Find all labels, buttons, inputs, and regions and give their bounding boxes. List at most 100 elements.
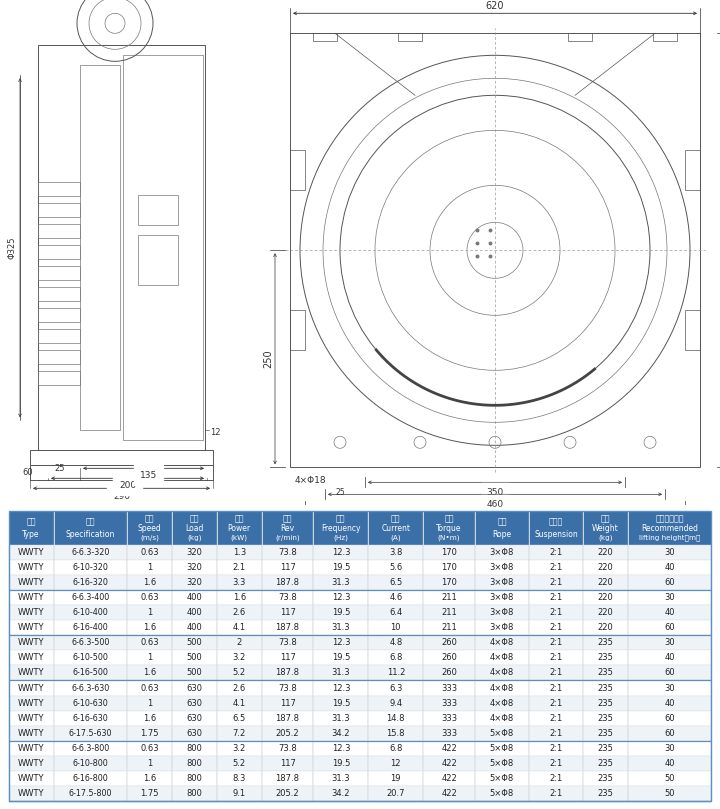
Text: 31.3: 31.3 [331,714,350,722]
FancyBboxPatch shape [9,786,53,801]
Text: 211: 211 [441,623,457,632]
FancyBboxPatch shape [529,726,583,741]
Text: 1.3: 1.3 [233,548,246,557]
Text: WWTY: WWTY [18,608,45,617]
FancyBboxPatch shape [262,710,313,726]
FancyBboxPatch shape [423,605,475,621]
Text: 1.75: 1.75 [140,789,158,798]
FancyBboxPatch shape [172,710,217,726]
Text: 0.63: 0.63 [140,593,158,602]
Text: 5×Φ8: 5×Φ8 [490,743,514,753]
FancyBboxPatch shape [628,771,711,786]
Text: 235: 235 [598,774,613,783]
Text: 260: 260 [441,654,457,663]
Text: 6-6.3-500: 6-6.3-500 [71,638,109,647]
Text: 220: 220 [598,548,613,557]
FancyBboxPatch shape [262,560,313,575]
FancyBboxPatch shape [628,511,711,544]
FancyBboxPatch shape [583,696,628,710]
Text: 2:1: 2:1 [549,759,563,768]
Text: 73.8: 73.8 [278,743,297,753]
Text: 333: 333 [441,684,457,693]
Text: 功率: 功率 [235,515,244,523]
Bar [290,311,305,350]
Text: 12: 12 [210,428,220,437]
FancyBboxPatch shape [369,665,423,680]
FancyBboxPatch shape [9,665,53,680]
FancyBboxPatch shape [369,621,423,635]
Text: 25: 25 [336,488,345,497]
FancyBboxPatch shape [53,544,127,560]
FancyBboxPatch shape [172,680,217,696]
Text: 曳引比: 曳引比 [549,518,563,527]
FancyBboxPatch shape [217,741,262,756]
Text: (A): (A) [390,534,401,540]
Text: 73.8: 73.8 [278,638,297,647]
Text: 187.8: 187.8 [276,774,300,783]
FancyBboxPatch shape [262,696,313,710]
Text: 220: 220 [598,593,613,602]
Text: WWTY: WWTY [18,654,45,663]
FancyBboxPatch shape [369,544,423,560]
Text: 9.4: 9.4 [390,699,402,708]
Text: 5×Φ8: 5×Φ8 [490,759,514,768]
Text: 1: 1 [147,699,152,708]
Text: 6.5: 6.5 [233,714,246,722]
Bar [38,202,80,218]
Text: 235: 235 [598,729,613,738]
Text: 6-17.5-630: 6-17.5-630 [68,729,112,738]
FancyBboxPatch shape [369,696,423,710]
FancyBboxPatch shape [475,665,529,680]
Text: WWTY: WWTY [18,578,45,587]
FancyBboxPatch shape [529,511,583,544]
FancyBboxPatch shape [262,771,313,786]
Bar [138,235,178,286]
Text: 235: 235 [598,684,613,693]
FancyBboxPatch shape [217,560,262,575]
Text: 220: 220 [598,563,613,572]
Text: 422: 422 [441,774,457,783]
Bar [290,33,700,468]
FancyBboxPatch shape [423,771,475,786]
Text: 211: 211 [441,608,457,617]
FancyBboxPatch shape [423,635,475,650]
Text: WWTY: WWTY [18,563,45,572]
Text: 117: 117 [279,654,295,663]
Text: 20.7: 20.7 [387,789,405,798]
FancyBboxPatch shape [529,696,583,710]
Text: 25: 25 [55,464,66,472]
Text: 235: 235 [598,668,613,677]
FancyBboxPatch shape [423,786,475,801]
FancyBboxPatch shape [262,741,313,756]
Text: 220: 220 [598,608,613,617]
Text: (kW): (kW) [231,534,248,540]
Text: 800: 800 [186,759,202,768]
FancyBboxPatch shape [9,544,53,560]
Text: 2:1: 2:1 [549,548,563,557]
FancyBboxPatch shape [369,605,423,621]
FancyBboxPatch shape [127,511,172,544]
Text: Type: Type [22,530,40,539]
Text: 40: 40 [665,759,675,768]
Text: 320: 320 [186,563,202,572]
FancyBboxPatch shape [369,771,423,786]
FancyBboxPatch shape [262,511,313,544]
Text: 350: 350 [487,489,503,498]
Text: 2.6: 2.6 [233,684,246,693]
FancyBboxPatch shape [475,635,529,650]
Text: 规格: 规格 [86,518,95,527]
Bar [80,66,120,430]
FancyBboxPatch shape [53,680,127,696]
Text: 0.63: 0.63 [140,684,158,693]
Text: 800: 800 [186,789,202,798]
FancyBboxPatch shape [9,605,53,621]
Text: 187.8: 187.8 [276,578,300,587]
Bar [653,33,677,41]
Text: 235: 235 [598,759,613,768]
FancyBboxPatch shape [262,786,313,801]
FancyBboxPatch shape [127,786,172,801]
Text: 235: 235 [598,714,613,722]
Bar [313,33,337,41]
Text: 12.3: 12.3 [332,593,350,602]
Text: 1: 1 [147,654,152,663]
